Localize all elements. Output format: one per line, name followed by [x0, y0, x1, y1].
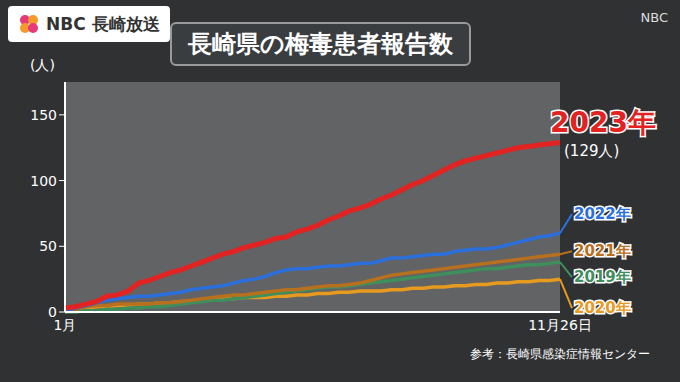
svg-text:2019年: 2019年	[574, 268, 631, 286]
svg-text:(人): (人)	[30, 57, 55, 73]
svg-text:100: 100	[30, 173, 57, 189]
svg-text:150: 150	[30, 107, 57, 123]
html-text:NBC: NBC	[640, 10, 668, 25]
html-text:NBC 長崎放送: NBC 長崎放送	[46, 13, 160, 34]
html-text:長崎県の梅毒患者報告数: 長崎県の梅毒患者報告数	[188, 30, 453, 58]
svg-text:11月26日: 11月26日	[528, 317, 592, 333]
svg-text:1月: 1月	[53, 316, 77, 333]
html-text:参考：長崎県感染症情報センター: 参考：長崎県感染症情報センター	[470, 347, 650, 361]
svg-text:2021年: 2021年	[574, 242, 631, 260]
svg-text:(129人): (129人)	[564, 142, 619, 160]
svg-text:0: 0	[48, 304, 57, 320]
svg-text:2022年: 2022年	[574, 205, 631, 223]
svg-text:50: 50	[39, 238, 57, 254]
svg-text:2023年: 2023年	[550, 106, 656, 139]
svg-text:2020年: 2020年	[574, 299, 631, 317]
